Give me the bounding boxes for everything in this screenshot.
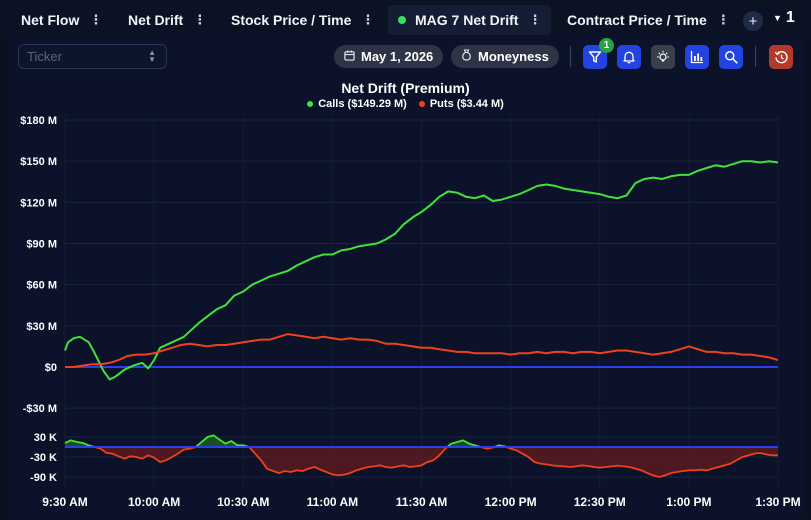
legend-label-calls: Calls ($149.29 M) — [318, 98, 407, 110]
legend-dot-calls — [307, 101, 314, 107]
x-tick-label: 10:00 AM — [128, 495, 180, 509]
filter-count-badge: 1 — [599, 38, 614, 53]
tab-net-flow[interactable]: Net Flow ⋮ — [21, 5, 102, 35]
y-tick-label: $30 M — [26, 321, 57, 333]
ticker-placeholder: Ticker — [27, 49, 62, 64]
y-tick-label: $180 M — [20, 115, 57, 127]
y-tick-label: 30 K — [34, 432, 57, 444]
chart-title: Net Drift (Premium) — [341, 80, 470, 96]
add-tab-button[interactable]: + — [743, 11, 763, 31]
tab-label: Net Drift — [128, 12, 184, 28]
toolbar-divider — [755, 46, 756, 67]
caret-down-icon: ▼ — [773, 13, 782, 23]
tab-count-dropdown[interactable]: ▼ 1 — [773, 9, 795, 27]
kebab-icon[interactable]: ⋮ — [193, 12, 207, 27]
kebab-icon[interactable]: ⋮ — [716, 12, 730, 27]
legend-label-puts: Puts ($3.44 M) — [429, 98, 504, 110]
x-tick-label: 10:30 AM — [217, 495, 269, 509]
search-button[interactable] — [719, 45, 743, 69]
date-label: May 1, 2026 — [361, 49, 434, 64]
reset-button[interactable] — [769, 45, 793, 69]
x-tick-label: 9:30 AM — [42, 495, 88, 509]
tab-stock-price-time[interactable]: Stock Price / Time ⋮ — [231, 5, 374, 35]
lightbulb-icon — [657, 50, 669, 62]
x-tick-label: 12:30 PM — [574, 495, 626, 509]
ticker-select[interactable]: Ticker ▲ ▼ — [18, 44, 167, 69]
chart-panel — [8, 36, 803, 520]
sub-area-positive — [65, 435, 778, 447]
history-icon — [774, 50, 788, 63]
filter-icon — [588, 51, 602, 63]
tab-bar: Net Flow ⋮ Net Drift ⋮ Stock Price / Tim… — [0, 0, 811, 40]
calendar-icon — [344, 49, 355, 64]
toolbar-divider — [570, 46, 571, 67]
kebab-icon[interactable]: ⋮ — [89, 12, 103, 27]
y-tick-label: -$30 M — [23, 403, 57, 415]
y-tick-label: $150 M — [20, 156, 57, 168]
calls-series-line — [64, 160, 779, 381]
money-bag-icon — [461, 49, 472, 64]
legend-item-calls[interactable]: Calls ($149.29 M) — [307, 98, 407, 110]
tab-label: Net Flow — [21, 12, 80, 28]
tab-mag7-net-drift[interactable]: MAG 7 Net Drift ⋮ — [388, 5, 552, 35]
sub-area-negative — [65, 447, 778, 477]
bell-icon — [623, 51, 635, 64]
moneyness-button[interactable]: Moneyness — [451, 45, 559, 68]
tab-net-drift[interactable]: Net Drift ⋮ — [128, 5, 206, 35]
y-tick-label: -30 K — [30, 452, 57, 464]
chevron-updown-icon: ▲ ▼ — [148, 48, 156, 64]
y-tick-label: $90 M — [26, 239, 57, 251]
sub-line-negative — [91, 447, 778, 478]
date-picker-button[interactable]: May 1, 2026 — [334, 45, 444, 68]
y-tick-label: -90 K — [30, 472, 57, 484]
x-tick-label: 11:30 AM — [396, 495, 448, 509]
kebab-icon[interactable]: ⋮ — [528, 12, 542, 27]
search-icon — [725, 51, 738, 64]
tab-count-value: 1 — [785, 9, 795, 26]
y-tick-label: $120 M — [20, 197, 57, 209]
x-tick-label: 12:00 PM — [485, 495, 537, 509]
moneyness-label: Moneyness — [478, 49, 549, 64]
legend-dot-puts — [418, 101, 425, 107]
tab-contract-price-time[interactable]: Contract Price / Time ⋮ — [567, 5, 730, 35]
legend-item-puts[interactable]: Puts ($3.44 M) — [418, 98, 504, 110]
tab-label: Contract Price / Time — [567, 12, 707, 28]
tab-label: Stock Price / Time — [231, 12, 352, 28]
chart-legend: Calls ($149.29 M) Puts ($3.44 M) — [0, 98, 811, 110]
insights-button[interactable] — [651, 45, 675, 69]
kebab-icon[interactable]: ⋮ — [361, 12, 375, 27]
tab-label: MAG 7 Net Drift — [415, 12, 519, 28]
x-tick-label: 1:30 PM — [755, 495, 800, 509]
x-tick-label: 1:00 PM — [666, 495, 711, 509]
chart-type-button[interactable] — [685, 45, 709, 69]
y-tick-label: $0 — [45, 362, 57, 374]
y-tick-label: $60 M — [26, 280, 57, 292]
active-dot-icon — [398, 16, 406, 24]
alerts-button[interactable] — [617, 45, 641, 69]
x-tick-label: 11:00 AM — [307, 495, 359, 509]
chart-icon — [690, 51, 703, 64]
puts-series-line — [65, 333, 779, 368]
